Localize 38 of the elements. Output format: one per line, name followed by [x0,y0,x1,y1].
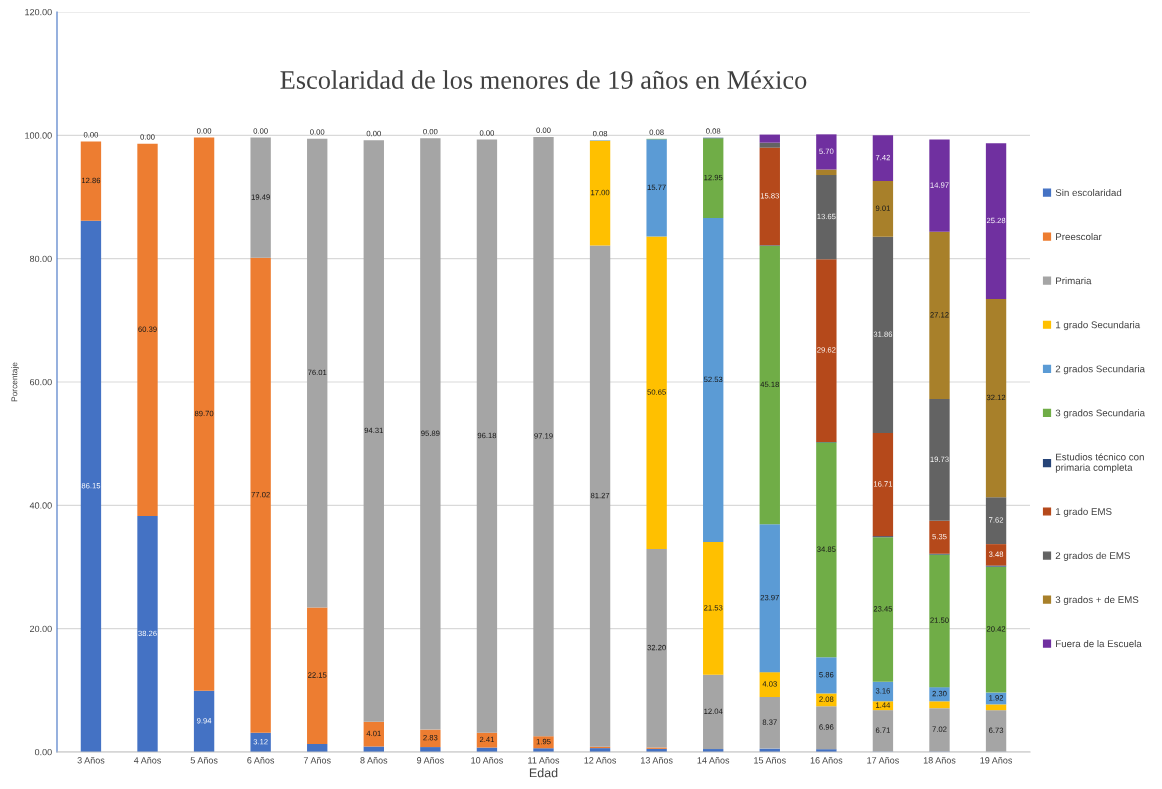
y-tick-label: 20.00 [30,625,52,633]
legend-label: 1 grado EMS [1056,507,1112,517]
x-tick-label: 17 Años [867,756,899,764]
x-tick-label: 18 Años [923,756,956,764]
x-tick-label: 14 Años [697,756,730,764]
text: Escolaridad de los menores de 19 años en México [280,70,807,89]
y-tick-label: 60.00 [30,378,52,386]
y-tick-label: 120.00 [25,8,52,16]
x-tick-label: 8 Años [360,756,388,764]
legend-label: 2 grados de EMS [1055,551,1130,561]
legend-label: 3 grados Secundaria [1055,409,1145,419]
y-tick-label: 0.00 [34,748,52,756]
legend-label: Sin escolaridad [1055,188,1122,197]
x-tick-label: 13 Años [641,756,673,764]
x-tick-label: 7 Años [303,756,331,764]
y-axis-title: Porcentaje [11,362,19,402]
x-tick-label: 6 Años [247,756,275,764]
x-tick-label: 4 Años [133,756,161,764]
x-tick-label: 16 Años [810,756,843,764]
legend-label: Preescolar [1056,232,1102,241]
legend-label: 3 grados + de EMS [1055,595,1139,606]
x-tick-label: 19 Años [980,756,1013,764]
x-tick-label: 10 Años [471,756,503,764]
x-tick-label: 11 Años [528,756,560,764]
x-tick-label: 3 Años [77,756,105,764]
x-tick-label: 5 Años [190,756,218,764]
y-tick-label: 40.00 [29,502,52,509]
x-tick-label: 12 Años [584,756,617,764]
y-tick-label: 100.00 [25,132,52,139]
x-axis-title: Edad [529,768,558,778]
legend-label: Fuera de la Escuela [1056,640,1142,648]
x-tick-label: 15 Años [754,756,786,764]
y-tick-label: 80.00 [29,255,52,263]
legend-label: Primaria [1056,277,1092,285]
x-tick-label: 9 Años [416,756,444,764]
legend-label: 2 grados Secundaria [1055,365,1145,375]
legend-label: 1 grado Secundaria [1056,321,1141,331]
legend-label: Estudios técnico con primaria completa [1055,453,1144,473]
